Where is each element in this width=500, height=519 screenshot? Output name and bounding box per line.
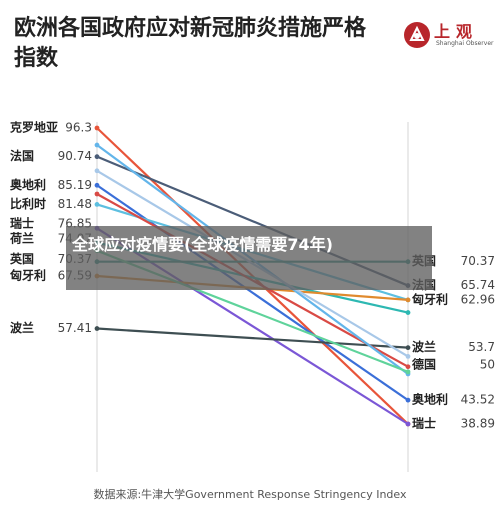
series-point: [405, 354, 411, 359]
series-point: [405, 369, 411, 375]
left-label-name: 奥地利: [10, 177, 46, 192]
right-label-value: 62.96: [461, 292, 495, 306]
right-label-name: 奥地利: [412, 392, 448, 407]
logo-text-en: Shanghai Observer: [436, 40, 494, 47]
left-label-name: 荷兰: [9, 230, 34, 245]
right-label-name: 瑞士: [412, 416, 436, 431]
series-point: [94, 182, 100, 188]
series-point: [405, 345, 411, 351]
right-label-name: 匈牙利: [411, 291, 448, 306]
series-point: [405, 310, 411, 315]
right-label-value: 50: [480, 358, 495, 372]
right-label-value: 65.74: [461, 278, 495, 292]
right-label-value: 38.89: [461, 417, 495, 431]
brand-logo: 上观 Shanghai Observer: [402, 18, 493, 54]
left-label-value: 57.41: [58, 321, 92, 335]
series-point: [94, 191, 100, 197]
series-line: [95, 327, 410, 349]
series-point: [94, 142, 100, 148]
series-point: [405, 397, 411, 403]
series-point: [94, 326, 100, 331]
series-point: [94, 168, 100, 174]
left-label-value: 81.48: [58, 197, 92, 211]
left-label-name: 法国: [10, 148, 34, 163]
right-label-name: 德国: [412, 357, 436, 372]
logo-icon: [404, 22, 430, 48]
left-label-value: 96.3: [65, 121, 92, 135]
overlay-text: 全球应对疫情要(全球疫情需要74年): [72, 235, 333, 254]
left-label-name: 瑞士: [10, 215, 34, 230]
series-point: [405, 364, 411, 370]
series-point: [405, 297, 411, 303]
right-label-name: 波兰: [412, 339, 436, 354]
left-label-name: 克罗地亚: [10, 120, 58, 135]
page-title: 欧洲各国政府应对新冠肺炎措施严格指数: [14, 16, 367, 71]
series-point: [94, 202, 100, 207]
left-label-value: 90.74: [58, 149, 92, 163]
series-line: [95, 184, 410, 402]
left-label-value: 85.19: [58, 178, 92, 192]
logo-text-cn: 上观: [434, 22, 479, 41]
left-label-name: 匈牙利: [9, 268, 46, 283]
right-label-value: 43.52: [461, 393, 495, 407]
data-source: 数据来源:牛津大学Government Response Stringency …: [93, 488, 407, 501]
right-label-value: 53.7: [468, 340, 495, 354]
left-label-name: 比利时: [10, 196, 46, 211]
caption-overlay: 全球应对疫情要(全球疫情需要74年): [66, 226, 432, 290]
series-point: [94, 125, 100, 131]
series-point: [405, 421, 411, 427]
left-label-name: 波兰: [10, 320, 34, 335]
right-label-value: 70.37: [461, 254, 495, 268]
series-point: [94, 154, 100, 160]
left-label-name: 英国: [10, 251, 34, 266]
